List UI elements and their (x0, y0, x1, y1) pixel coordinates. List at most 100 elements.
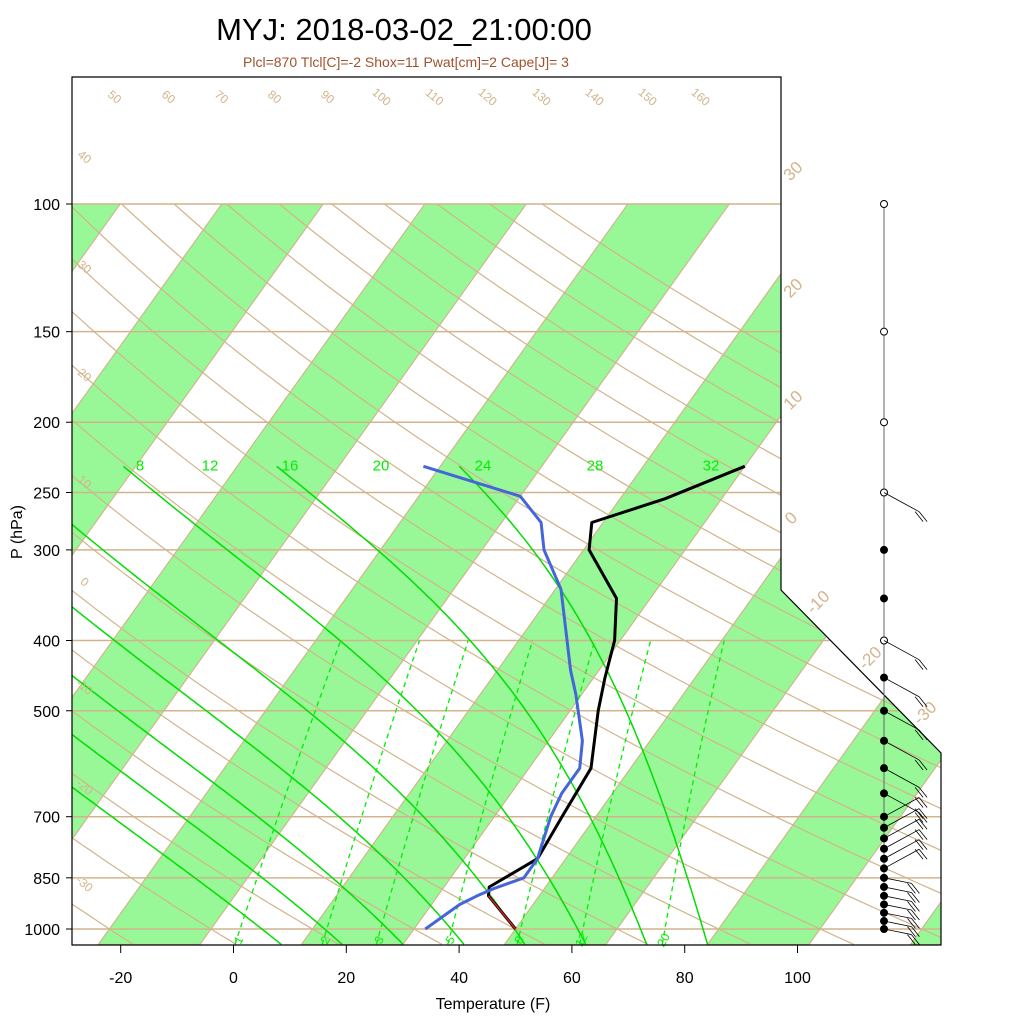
axes: -20 0 20 40 60 80 1001001502002503004005007008… (24, 197, 811, 987)
isotherm-line (808, 203, 941, 945)
mixing-ratio-line (661, 640, 725, 945)
wind-barb (883, 920, 912, 927)
isotherm-line (72, 203, 426, 945)
isotherm-label: 10 (780, 387, 807, 414)
isotherm-line (1012, 204, 1024, 944)
y-tick-label: 200 (33, 415, 60, 432)
wind-barb (914, 829, 924, 840)
wind-barb (907, 901, 916, 912)
wind-marker-filled (880, 594, 888, 603)
wind-marker-open (880, 418, 888, 427)
wind-barb (914, 659, 924, 670)
wind-barb (918, 659, 928, 670)
moist-adiabat-label: 16 (282, 457, 299, 474)
sounding-profiles (422, 464, 746, 931)
dry-adiabat-label: 60 (159, 87, 178, 107)
moist-adiabat (72, 465, 404, 945)
wind-barb (914, 787, 924, 798)
y-tick-label: 1000 (24, 922, 60, 939)
y-axis-label: P (hPa) (9, 505, 26, 559)
dry-adiabat-label: 40 (75, 147, 94, 167)
isotherm-bands (72, 203, 941, 945)
x-tick-label: -20 (109, 970, 132, 987)
wind-barb (914, 696, 924, 708)
wind-barb (918, 511, 928, 522)
wind-barb (918, 839, 928, 850)
wind-barb (914, 797, 924, 808)
dry-adiabat (72, 203, 134, 945)
wind-barb (914, 818, 924, 830)
wind-barb (911, 909, 920, 921)
dry-adiabat-label: 160 (688, 85, 713, 109)
isotherm-label: -10 (803, 587, 834, 618)
isotherm-line (72, 203, 324, 945)
mixing-ratio-label: 20 (654, 930, 673, 949)
dry-adiabat-label: 100 (369, 85, 394, 109)
moist-adiabats (72, 465, 709, 945)
wind-barb (883, 904, 912, 911)
wind-barb (883, 793, 920, 813)
dry-adiabat-label: 70 (212, 87, 231, 107)
wind-barb (914, 808, 924, 819)
x-tick-label: 60 (563, 970, 581, 987)
wind-barb (907, 926, 916, 937)
moist-adiabat-label: 28 (587, 457, 604, 474)
wind-barb (918, 759, 928, 771)
wind-barb (918, 729, 928, 741)
wind-barb (883, 928, 912, 935)
moist-adiabat (122, 465, 587, 945)
y-tick-label: 250 (33, 486, 60, 503)
isotherm-label: -20 (855, 643, 886, 674)
isotherm-label: 0 (781, 508, 801, 528)
dry-adiabat-label: 120 (475, 85, 500, 109)
mixing-ratio-line (579, 640, 652, 945)
mixing-ratio-line (516, 640, 596, 945)
y-tick-label: 850 (33, 871, 60, 888)
wind-barb (883, 808, 920, 829)
chart-title: MYJ: 2018-03-02_21:00:00 (216, 12, 592, 47)
wind-barb (907, 909, 916, 921)
dry-adiabat (72, 203, 941, 945)
mixing-ratio-lines (234, 640, 725, 945)
dry-adiabat (72, 203, 752, 945)
moist-adiabat (72, 465, 465, 945)
dry-adiabat (72, 203, 941, 945)
moist-adiabat-label: 8 (136, 457, 144, 474)
mixing-ratio-line (234, 640, 342, 945)
moist-adiabat (72, 465, 343, 945)
wind-profile (880, 200, 928, 945)
moist-adiabat-label: 32 (703, 457, 720, 474)
wind-barb (883, 677, 920, 698)
dry-adiabat-label: 0 (78, 574, 92, 589)
dry-adiabat-label: 110 (423, 85, 447, 108)
dry-adiabat (72, 203, 237, 945)
parcel-path (487, 895, 517, 930)
wind-barb (907, 918, 916, 929)
dry-adiabat (72, 203, 854, 945)
moist-adiabat-label: 12 (202, 457, 219, 474)
wind-barb (914, 839, 924, 850)
dry-adiabat-label: 140 (582, 85, 607, 109)
wind-barb (914, 759, 924, 771)
dry-adiabat-label: 80 (265, 87, 284, 107)
wind-barb (883, 640, 920, 661)
wind-barb (911, 901, 920, 912)
x-axis-label: Temperature (F) (436, 996, 551, 1013)
dry-adiabat (72, 203, 546, 945)
wind-barb (907, 934, 916, 945)
dry-adiabat-label: 50 (105, 87, 124, 107)
wind-barb (883, 818, 920, 839)
x-tick-label: 100 (784, 970, 811, 987)
y-tick-label: 500 (33, 704, 60, 721)
wind-barb (911, 918, 920, 929)
moist-adiabat (458, 465, 709, 945)
dry-adiabat-label: -30 (73, 873, 96, 895)
x-tick-label: 40 (450, 970, 468, 987)
isotherm-line (707, 203, 941, 945)
dry-adiabat (0, 204, 30, 944)
dry-adiabat (278, 203, 941, 945)
dry-adiabat-label: 130 (529, 85, 554, 109)
plot-frame (71, 76, 942, 946)
wind-barb (883, 740, 920, 761)
